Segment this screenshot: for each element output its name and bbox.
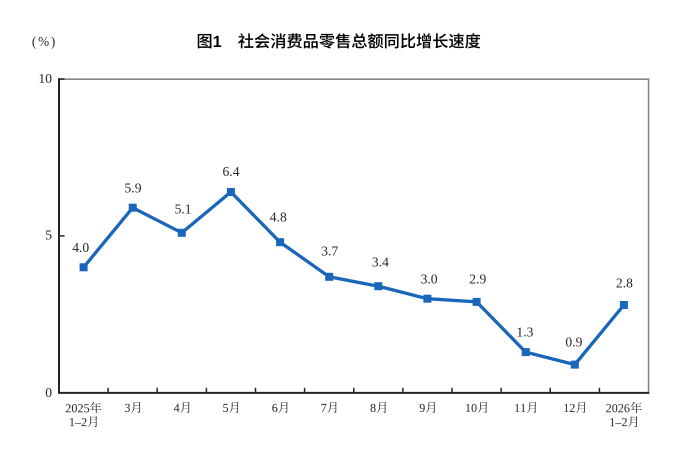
svg-text:6.4: 6.4 xyxy=(223,164,240,179)
svg-text:0: 0 xyxy=(45,385,52,400)
svg-text:4.8: 4.8 xyxy=(270,209,287,224)
svg-text:3.4: 3.4 xyxy=(372,254,389,269)
svg-text:(%): (%) xyxy=(32,34,57,49)
svg-text:5.1: 5.1 xyxy=(175,201,192,216)
svg-text:10: 10 xyxy=(38,71,52,86)
svg-text:2.9: 2.9 xyxy=(469,272,486,287)
svg-text:3.0: 3.0 xyxy=(421,271,438,286)
svg-text:1.3: 1.3 xyxy=(516,324,533,339)
svg-text:5: 5 xyxy=(45,228,52,243)
svg-text:0.9: 0.9 xyxy=(565,334,582,349)
svg-text:5.9: 5.9 xyxy=(125,180,142,195)
svg-text:4.0: 4.0 xyxy=(72,240,89,255)
svg-text:2.8: 2.8 xyxy=(616,276,633,291)
svg-text:3.7: 3.7 xyxy=(321,244,338,259)
